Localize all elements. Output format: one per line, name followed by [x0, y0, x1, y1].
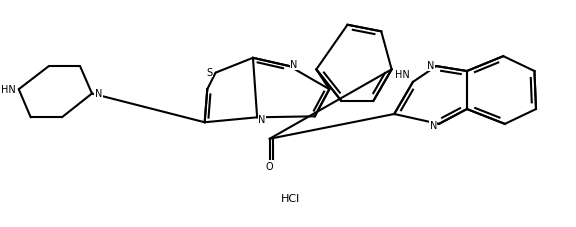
Text: N: N — [290, 60, 298, 70]
Text: N: N — [95, 89, 103, 99]
Text: S: S — [206, 67, 213, 77]
Text: HN: HN — [1, 85, 16, 95]
Text: N: N — [258, 115, 266, 125]
Text: HCl: HCl — [281, 193, 300, 203]
Text: O: O — [266, 161, 274, 171]
Text: N: N — [430, 120, 437, 130]
Text: HN: HN — [395, 70, 410, 80]
Text: N: N — [427, 61, 434, 71]
